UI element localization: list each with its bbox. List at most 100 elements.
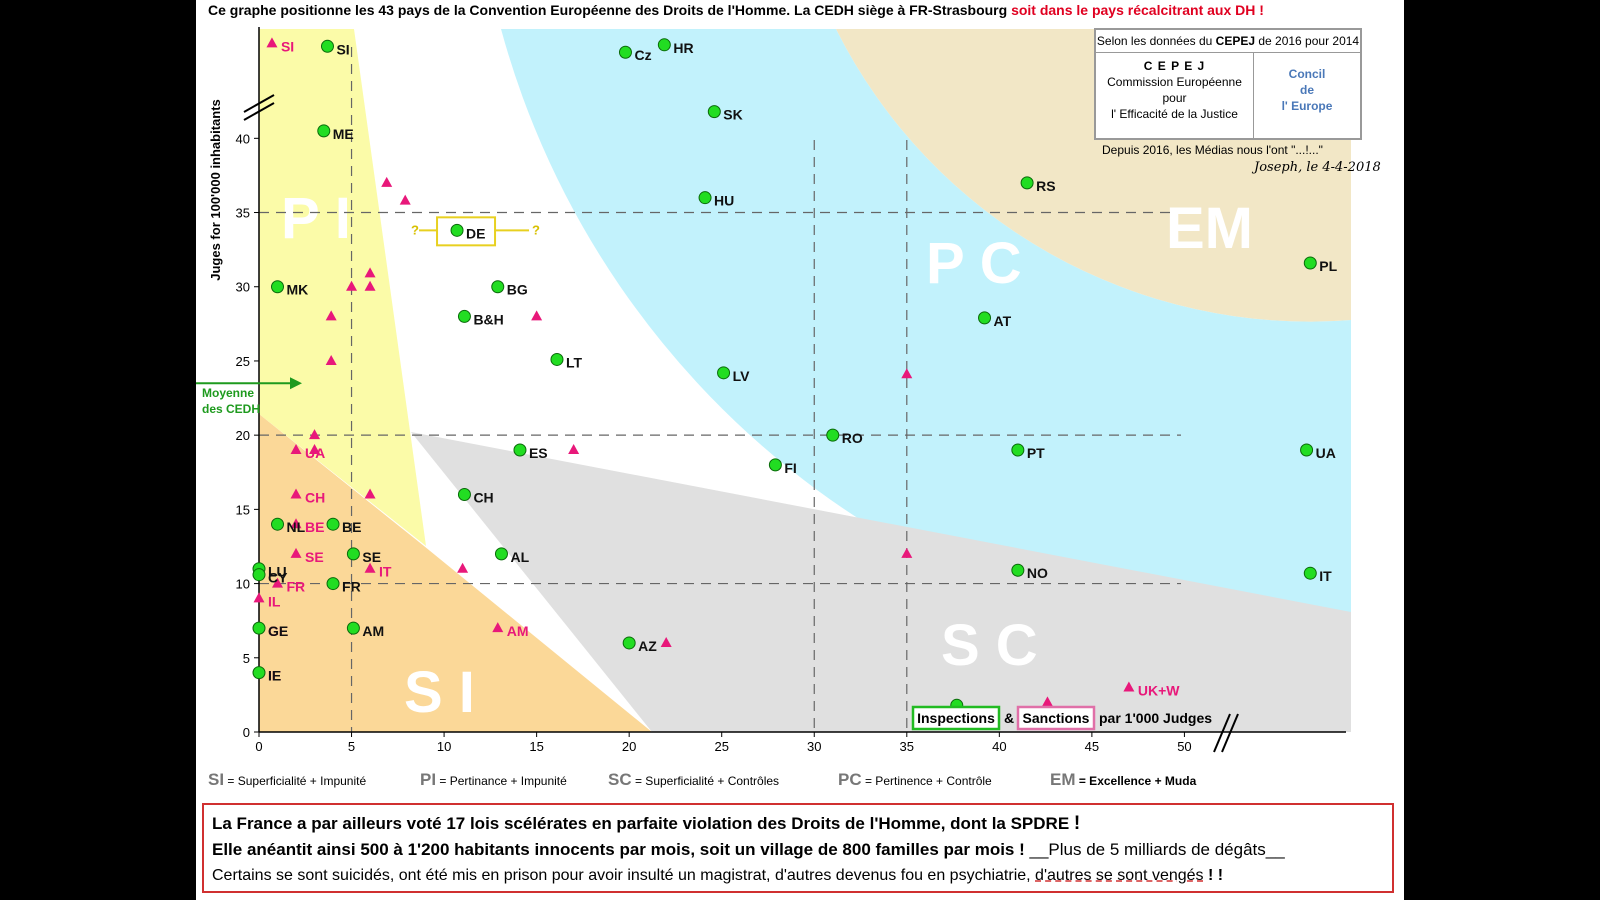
zone-label-sc: S C xyxy=(941,613,1038,678)
judge-label: CH xyxy=(473,490,493,506)
sanction-point xyxy=(660,636,672,647)
x-tick-label: 45 xyxy=(1085,739,1099,754)
judge-point xyxy=(618,45,632,59)
judge-point xyxy=(1303,256,1317,270)
judge-label: ES xyxy=(529,445,548,461)
sanction-label: IT xyxy=(379,564,392,580)
sanction-label: AM xyxy=(507,623,529,639)
sanction-label: BE xyxy=(305,519,324,535)
judge-label: CY xyxy=(268,570,288,586)
sanction-point xyxy=(346,280,358,291)
x-tick-label: 15 xyxy=(529,739,543,754)
sanction-point xyxy=(457,562,469,573)
judge-point xyxy=(252,568,266,582)
sanction-label: SE xyxy=(305,549,324,565)
cepej-line3: l' Efficacité de la Justice xyxy=(1111,107,1238,121)
zone-pc xyxy=(501,29,1351,656)
sanction-point xyxy=(290,518,302,529)
legend-sc: SC = Superficialité + Contrôles xyxy=(608,770,780,789)
judge-label: ME xyxy=(333,126,354,142)
judge-label: LU xyxy=(268,564,287,580)
legend-pc: PC = Pertinence + Contrôle xyxy=(838,770,992,789)
y-tick-label: 15 xyxy=(236,502,250,517)
x-tick-label: 0 xyxy=(255,739,262,754)
judge-point xyxy=(707,105,721,119)
judge-point xyxy=(1303,566,1317,580)
cepej-line1: Commission Européenne xyxy=(1107,75,1242,89)
judge-label: LT xyxy=(566,354,583,370)
sanction-label: IE xyxy=(268,668,281,684)
sanction-point xyxy=(901,368,913,379)
judge-point xyxy=(252,621,266,635)
title-main: Ce graphe positionne les 43 pays de la C… xyxy=(208,2,1008,18)
sanction-label: UK+W xyxy=(1138,682,1180,698)
sanction-point xyxy=(364,488,376,499)
judge-point xyxy=(450,223,464,237)
judge-label: DE xyxy=(466,225,485,241)
judge-point xyxy=(326,517,340,531)
sanctions-box xyxy=(1016,705,1096,731)
judge-label: GE xyxy=(268,623,288,639)
x-tick-label: 20 xyxy=(622,739,636,754)
judge-label: PL xyxy=(1319,258,1337,274)
zone-label-em: EM xyxy=(1166,196,1253,261)
mean-arrow-head xyxy=(290,377,302,390)
x-tick-label: 40 xyxy=(992,739,1006,754)
sanction-label: FR xyxy=(287,579,306,595)
sanction-point xyxy=(364,267,376,278)
mean-label: Moyenne xyxy=(202,386,254,400)
zone-label-pc: P C xyxy=(926,231,1022,296)
y-axis-break xyxy=(243,102,275,121)
judge-point xyxy=(457,309,471,323)
sanction-point xyxy=(272,577,284,588)
judge-point xyxy=(1300,443,1314,457)
sanction-point xyxy=(492,622,504,633)
judge-label: Cz xyxy=(634,47,651,63)
x-axis-break xyxy=(1213,713,1231,753)
judge-label: IT xyxy=(1319,568,1332,584)
zone-si xyxy=(259,414,652,732)
x-axis-break xyxy=(1221,713,1239,753)
y-tick-label: 5 xyxy=(243,651,250,666)
judge-point xyxy=(457,488,471,502)
judge-point xyxy=(698,191,712,205)
y-tick-label: 10 xyxy=(236,577,250,592)
judge-label: BG xyxy=(507,282,528,298)
judge-label: PT xyxy=(1027,445,1045,461)
title-red: soit dans le pays récalcitrant aux DH xyxy=(1011,2,1256,18)
page-title: Ce graphe positionne les 43 pays de la C… xyxy=(208,2,1264,18)
legend-pi: PI = Pertinance + Impunité xyxy=(420,770,567,789)
sanction-point xyxy=(399,194,411,205)
judge-label: HU xyxy=(714,193,734,209)
inspections-label: Inspections xyxy=(917,710,995,726)
judge-label: AZ xyxy=(638,638,657,654)
y-tick-label: 40 xyxy=(236,131,250,146)
judge-point xyxy=(320,39,334,53)
sanction-point xyxy=(290,444,302,454)
sanction-point xyxy=(568,444,580,454)
sanction-point xyxy=(253,592,265,603)
judge-point xyxy=(346,621,360,635)
signature: Joseph, le 4-4-2018 xyxy=(1254,160,1381,175)
judge-label: NL xyxy=(287,519,306,535)
judge-label: LV xyxy=(733,368,751,384)
judge-label: FI xyxy=(784,460,796,476)
judge-point xyxy=(491,280,505,294)
judge-point xyxy=(271,280,285,294)
medias-note: Depuis 2016, les Médias nous l'ont "...!… xyxy=(1102,143,1323,157)
cepej-box: Selon les données du CEPEJ de 2016 pour … xyxy=(1094,28,1362,140)
judge-label: BE xyxy=(342,519,361,535)
sanction-point xyxy=(1123,681,1135,692)
de-question-left: ? xyxy=(411,222,419,237)
mean-label: des CEDH xyxy=(202,402,260,416)
judge-label: FR xyxy=(342,579,361,595)
judge-point xyxy=(1011,563,1025,577)
zone-legend: SI = Superficialité + Impunité PI = Pert… xyxy=(208,770,1388,790)
sanction-point xyxy=(531,310,543,321)
x-tick-label: 25 xyxy=(714,739,728,754)
judge-point xyxy=(271,517,285,531)
judge-label: RO xyxy=(842,430,863,446)
judge-point xyxy=(826,428,840,442)
de-question-right: ? xyxy=(532,222,540,237)
statement-line-2: Elle anéantit ainsi 500 à 1'200 habitant… xyxy=(212,840,1285,859)
